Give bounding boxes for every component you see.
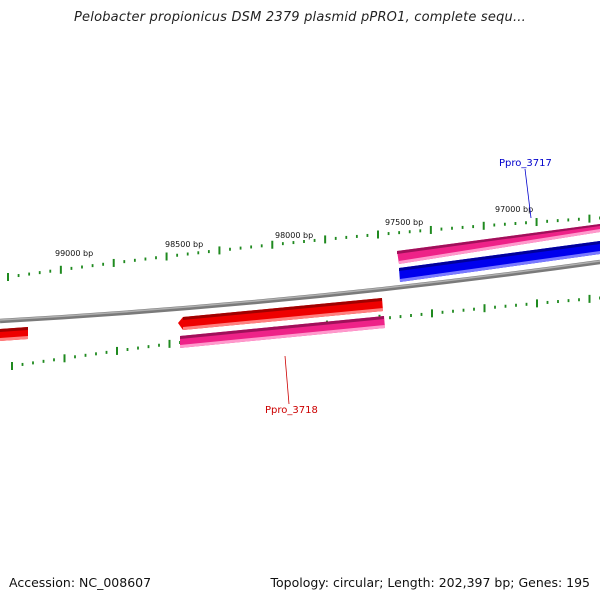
label-line-Ppro_3717 (524, 168, 532, 219)
genome-backbone (0, 259, 600, 324)
gene-Ppro_3718[interactable] (178, 298, 383, 330)
scale-label-97000: 97000 bp (495, 205, 533, 214)
gene-Ppro_3717[interactable] (399, 241, 600, 282)
gene-left-edge[interactable] (0, 327, 28, 341)
scale-label-99000: 99000 bp (55, 249, 93, 258)
scale-label-98500: 98500 bp (165, 240, 203, 249)
gene-Ppro_3717-cds[interactable] (397, 224, 600, 264)
topology-summary: Topology: circular; Length: 202,397 bp; … (270, 575, 591, 590)
accession-text: Accession: NC_008607 (9, 575, 152, 590)
label-line-Ppro_3718 (284, 355, 290, 405)
outer-scale-ticks (7, 214, 600, 281)
gene-label-Ppro_3717[interactable]: Ppro_3717 (499, 158, 552, 169)
scale-label-98000: 98000 bp (275, 231, 313, 240)
map-title: Pelobacter propionicus DSM 2379 plasmid … (74, 10, 526, 25)
gene-label-Ppro_3718[interactable]: Ppro_3718 (265, 405, 318, 416)
genome-backbone-highlight (0, 260, 600, 321)
scale-label-97500: 97500 bp (385, 218, 423, 227)
gene-Ppro_3718-cds[interactable] (180, 316, 385, 348)
